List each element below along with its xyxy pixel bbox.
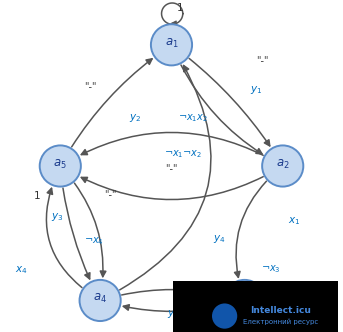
- Text: $y_2$: $y_2$: [129, 112, 141, 124]
- Circle shape: [262, 145, 303, 187]
- Circle shape: [212, 303, 237, 329]
- Text: $a_{1}$: $a_{1}$: [165, 37, 178, 50]
- Text: $y_5$: $y_5$: [167, 308, 179, 320]
- Text: "-": "-": [104, 189, 116, 199]
- Text: $y_1$: $y_1$: [250, 84, 262, 96]
- Text: $x_1$: $x_1$: [288, 215, 300, 227]
- Text: $a_{3}$: $a_{3}$: [238, 292, 251, 305]
- Text: $\neg x_3$: $\neg x_3$: [261, 263, 281, 275]
- Text: $a_{5}$: $a_{5}$: [54, 158, 67, 171]
- Circle shape: [224, 280, 265, 321]
- Circle shape: [151, 24, 192, 65]
- Text: $a_{2}$: $a_{2}$: [276, 158, 289, 171]
- Text: "-": "-": [257, 55, 269, 65]
- Text: $y_4$: $y_4$: [213, 233, 226, 245]
- Text: $a_{4}$: $a_{4}$: [93, 292, 107, 305]
- Text: 1: 1: [34, 191, 40, 201]
- Circle shape: [40, 145, 81, 187]
- Text: $y_3$: $y_3$: [51, 211, 63, 223]
- Text: "-": "-": [165, 163, 178, 173]
- Text: Електронний ресурс: Електронний ресурс: [244, 319, 319, 325]
- Text: "-": "-": [84, 81, 96, 91]
- Text: $\neg x_1 x_2$: $\neg x_1 x_2$: [178, 112, 208, 124]
- Text: Intellect.icu: Intellect.icu: [251, 306, 311, 315]
- Bar: [173, 281, 338, 332]
- Text: $x_4$: $x_4$: [15, 265, 28, 277]
- Text: $\neg x_1 \neg x_2$: $\neg x_1 \neg x_2$: [164, 148, 202, 160]
- Text: $\neg x_4$: $\neg x_4$: [84, 235, 104, 247]
- Text: 1: 1: [177, 3, 183, 13]
- Circle shape: [80, 280, 121, 321]
